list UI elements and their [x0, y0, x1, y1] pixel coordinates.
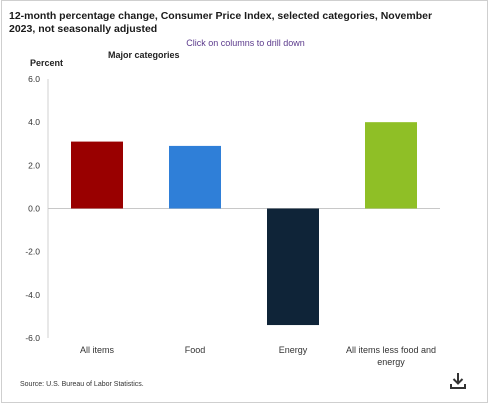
y-tick-label: 4.0	[28, 117, 40, 127]
y-tick-labels: 6.0 4.0 2.0 0.0 -2.0 -4.0 -6.0	[25, 74, 40, 343]
y-axis-title: Percent	[30, 58, 63, 68]
bar-all-items[interactable]	[71, 141, 123, 209]
y-tick-label: 0.0	[28, 204, 40, 214]
legend-label: Major categories	[108, 50, 180, 60]
bar-all-items-less-food-and-energy[interactable]	[365, 122, 417, 209]
category-labels: All items Food Energy All items less food a…	[80, 345, 436, 367]
y-tick-label: -4.0	[25, 290, 40, 300]
bar-food[interactable]	[169, 145, 221, 209]
bar-energy[interactable]	[267, 208, 319, 326]
drill-down-hint: Click on columns to drill down	[186, 38, 305, 48]
download-icon	[450, 373, 466, 389]
y-tick-label: -6.0	[25, 333, 40, 343]
x-category-label: All items	[80, 345, 115, 355]
x-category-label: All items less food and energy	[346, 345, 436, 367]
x-category-label: Energy	[279, 345, 308, 355]
y-tick-label: 6.0	[28, 74, 40, 84]
y-tick-label: -2.0	[25, 247, 40, 257]
x-category-label: Food	[185, 345, 206, 355]
download-button[interactable]	[450, 372, 466, 390]
source-note: Source: U.S. Bureau of Labor Statistics.	[20, 381, 144, 388]
bars	[71, 122, 417, 326]
chart-title: 12-month percentage change, Consumer Pri…	[9, 10, 433, 35]
y-tick-label: 2.0	[28, 160, 40, 170]
